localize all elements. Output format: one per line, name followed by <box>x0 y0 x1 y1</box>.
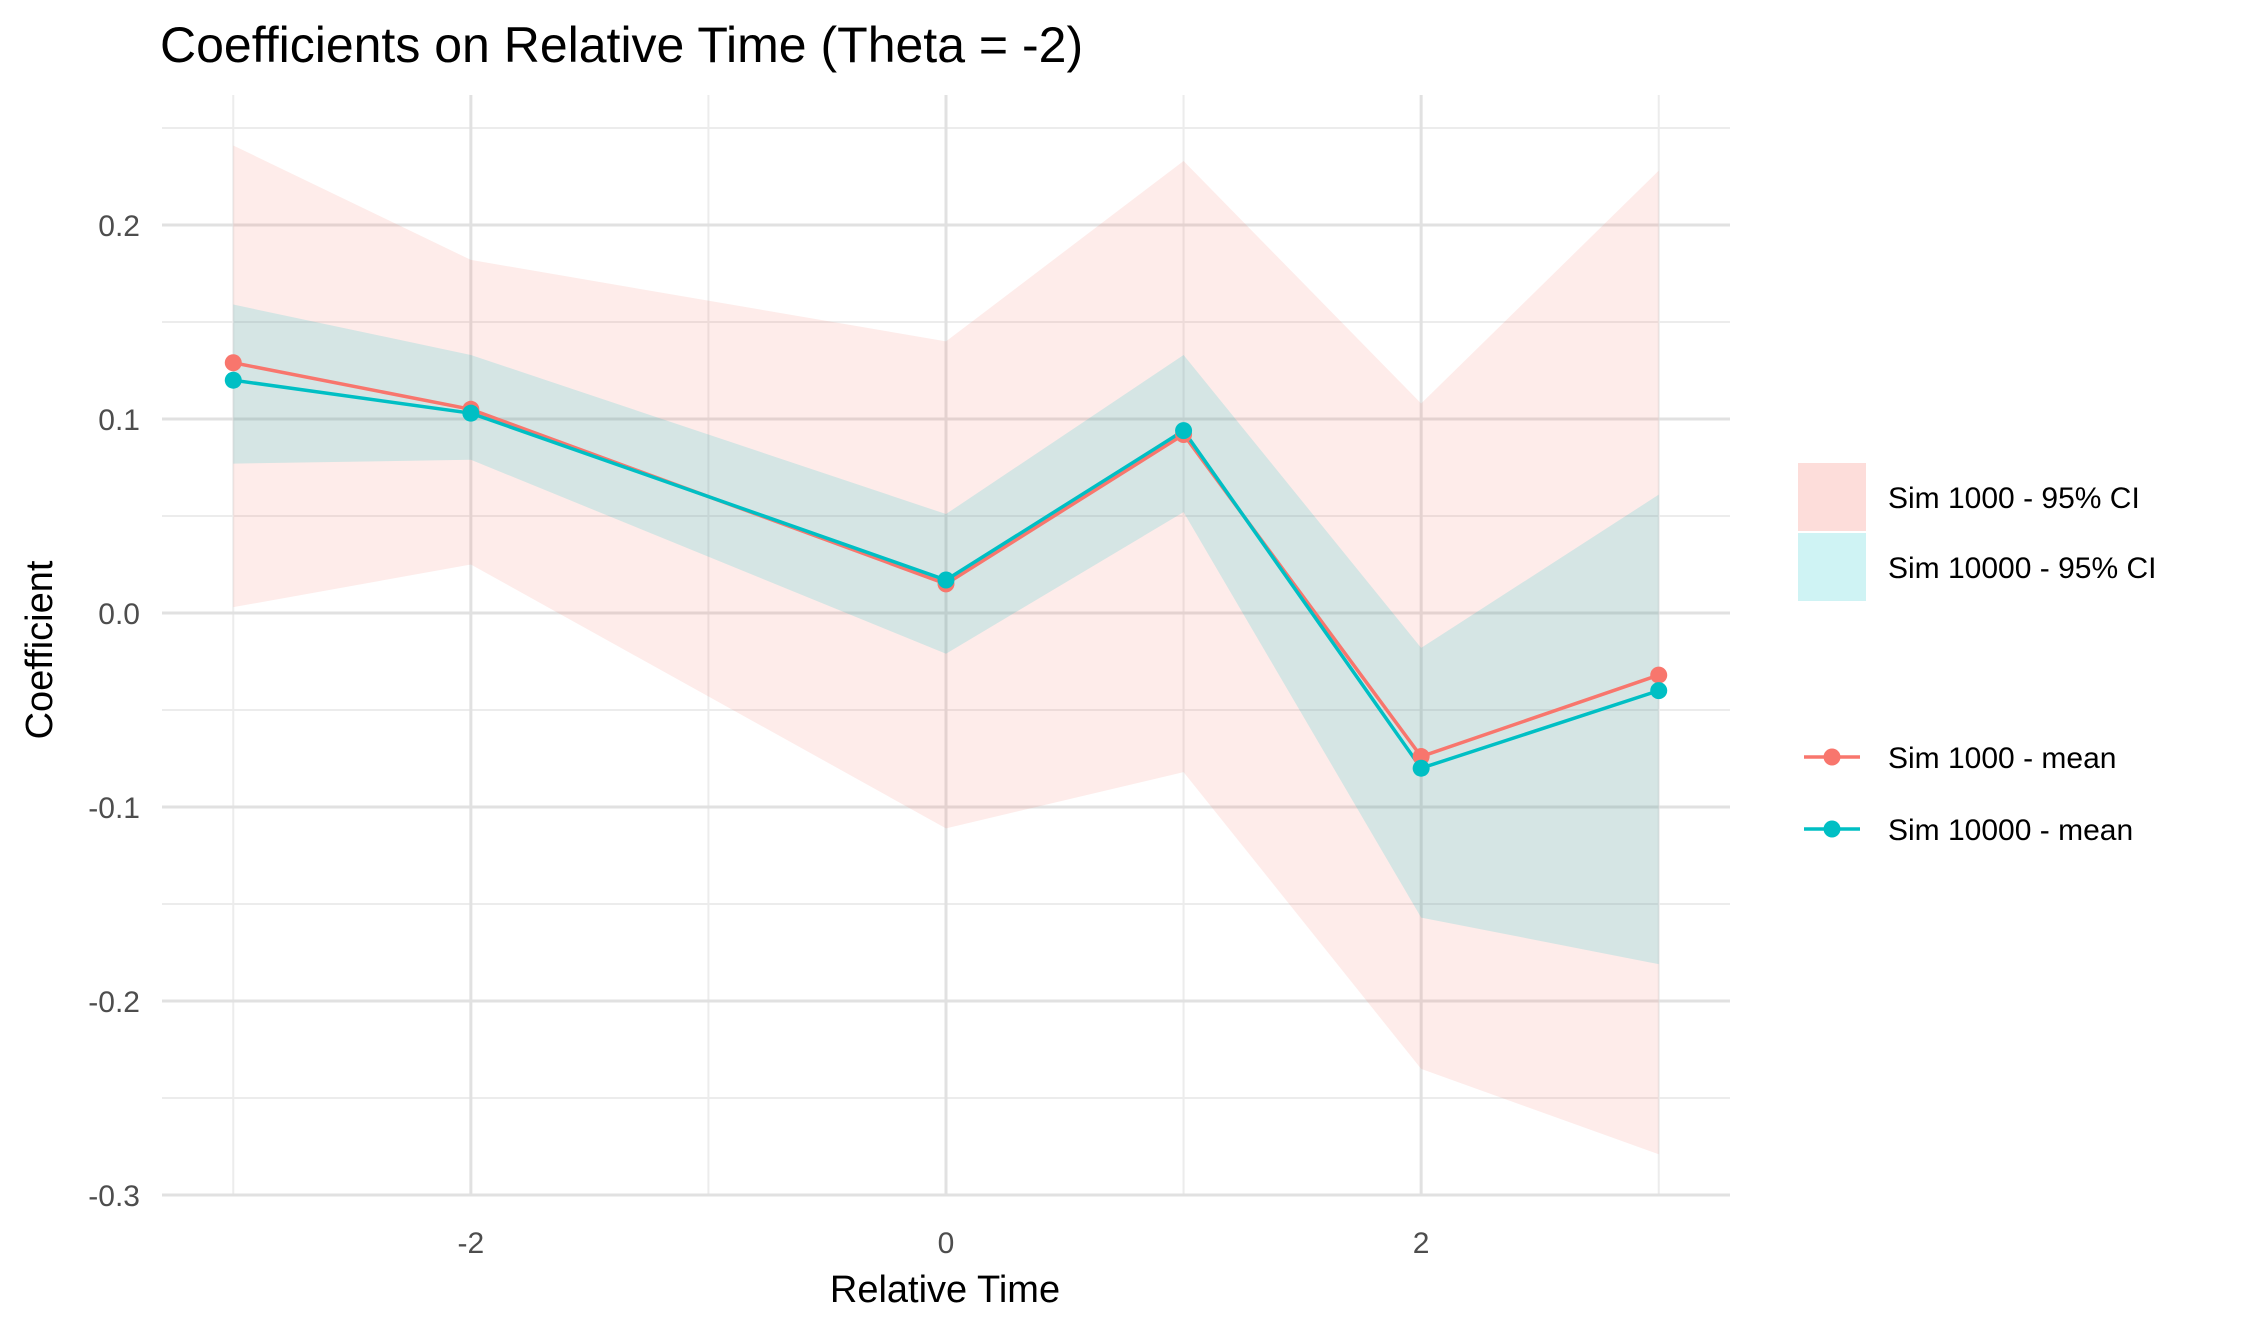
x-tick-label: -2 <box>458 1227 485 1260</box>
ci-ribbon <box>233 304 1659 965</box>
y-tick-label: 0.2 <box>98 210 140 243</box>
y-tick-label: 0.1 <box>98 404 140 437</box>
y-axis-ticks: -0.3 -0.2 -0.1 0.0 0.1 0.2 <box>88 210 140 1213</box>
series-line <box>232 361 1660 759</box>
data-point <box>1650 666 1668 684</box>
series-line <box>233 378 1660 771</box>
mean-lines <box>232 361 1660 771</box>
y-tick-label: -0.1 <box>88 792 140 825</box>
legend-point-key <box>1823 820 1841 838</box>
data-point <box>937 571 955 589</box>
data-point <box>224 371 242 389</box>
legend: Sim 1000 - 95% CI Sim 10000 - 95% CI Sim 1… <box>1798 463 2156 847</box>
data-point <box>224 354 242 372</box>
chart-title: Coefficients on Relative Time (Theta = -… <box>160 17 1083 73</box>
x-tick-label: 2 <box>1413 1227 1430 1260</box>
y-tick-label: -0.3 <box>88 1180 140 1213</box>
ci-ribbon <box>233 145 1659 1155</box>
x-tick-label: 0 <box>938 1227 955 1260</box>
legend-line-label: Sim 1000 - mean <box>1888 742 2116 775</box>
data-point <box>1412 748 1430 766</box>
x-axis-title: Relative Time <box>830 1269 1060 1311</box>
legend-ribbon-label: Sim 10000 - 95% CI <box>1888 552 2156 585</box>
data-point <box>1412 759 1430 777</box>
mean-points <box>224 354 1668 777</box>
ci-ribbons <box>233 145 1659 1155</box>
data-point <box>1650 682 1668 700</box>
y-tick-label: 0.0 <box>98 598 140 631</box>
legend-ribbon-label: Sim 1000 - 95% CI <box>1888 482 2140 515</box>
legend-ribbon-key <box>1798 533 1866 601</box>
y-axis-title: Coefficient <box>19 560 61 739</box>
grid-major <box>162 95 1730 1197</box>
legend-line-label: Sim 10000 - mean <box>1888 814 2133 847</box>
data-point <box>1175 422 1193 440</box>
legend-point-key <box>1823 748 1841 766</box>
x-axis-ticks: -2 0 2 <box>458 1227 1430 1260</box>
data-point <box>462 404 480 422</box>
legend-ribbon-key <box>1798 463 1866 531</box>
y-tick-label: -0.2 <box>88 986 140 1019</box>
